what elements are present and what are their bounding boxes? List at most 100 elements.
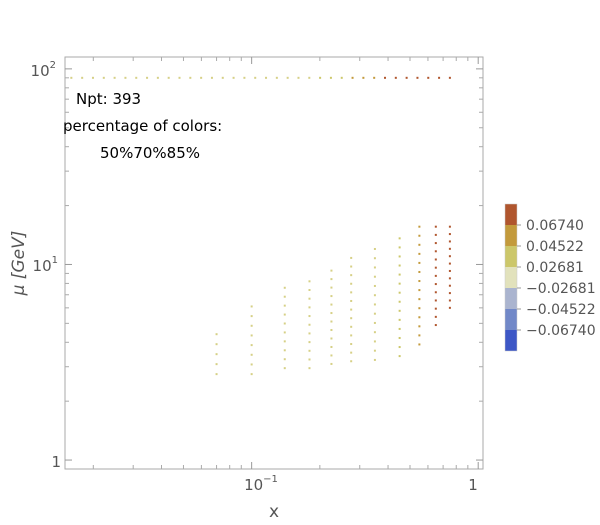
data-point <box>448 269 451 272</box>
data-point <box>350 334 353 337</box>
data-point <box>330 337 333 340</box>
y-tick-exponent: 2 <box>50 60 56 71</box>
data-point <box>373 76 376 79</box>
legend-swatch <box>505 246 517 267</box>
data-point <box>319 76 322 79</box>
data-point <box>330 278 333 281</box>
x-tick-base: 10 <box>244 476 263 494</box>
data-point <box>232 76 235 79</box>
legend-label: −0.04522 <box>526 302 596 318</box>
data-point <box>398 264 401 267</box>
y-tick-label-10: 101 <box>33 255 58 275</box>
data-point <box>434 250 437 253</box>
data-point <box>250 305 253 308</box>
data-point <box>398 327 401 330</box>
data-point <box>189 76 192 79</box>
data-point <box>373 266 376 269</box>
data-point <box>250 315 253 318</box>
data-point <box>308 289 311 292</box>
data-point <box>398 346 401 349</box>
data-point <box>434 225 437 228</box>
data-point <box>418 270 421 273</box>
data-point <box>398 355 401 358</box>
data-point <box>70 76 73 79</box>
x-tick-exponent: −1 <box>263 474 278 485</box>
data-point <box>250 373 253 376</box>
data-point <box>448 299 451 302</box>
data-point <box>297 76 300 79</box>
data-point <box>384 76 387 79</box>
data-point <box>250 363 253 366</box>
data-point <box>329 76 332 79</box>
data-point <box>448 225 451 228</box>
data-point <box>373 275 376 278</box>
data-point <box>398 291 401 294</box>
data-point <box>350 343 353 346</box>
data-points <box>70 76 451 376</box>
data-point <box>250 324 253 327</box>
data-point <box>308 306 311 309</box>
legend-label: −0.02681 <box>526 281 596 297</box>
data-point <box>215 373 218 376</box>
data-point <box>373 303 376 306</box>
data-point <box>283 286 286 289</box>
data-point <box>350 274 353 277</box>
data-point <box>215 353 218 356</box>
legend-swatch <box>505 309 517 330</box>
data-point <box>434 283 437 286</box>
percentage-values: 50%70%85% <box>100 144 200 162</box>
data-point <box>350 256 353 259</box>
data-point <box>448 292 451 295</box>
data-point <box>434 307 437 310</box>
data-point <box>398 309 401 312</box>
legend-label: −0.06740 <box>526 323 596 339</box>
data-point <box>418 243 421 246</box>
data-point <box>308 323 311 326</box>
data-point <box>243 76 246 79</box>
data-point <box>373 312 376 315</box>
data-point <box>113 76 116 79</box>
data-point <box>398 336 401 339</box>
data-point <box>340 76 343 79</box>
data-point <box>373 331 376 334</box>
data-point <box>418 289 421 292</box>
data-point <box>330 303 333 306</box>
data-point <box>330 312 333 315</box>
data-point <box>398 255 401 258</box>
y-tick-label-100: 102 <box>31 60 56 80</box>
data-point <box>210 76 213 79</box>
data-point <box>373 349 376 352</box>
data-point <box>434 242 437 245</box>
data-point <box>448 240 451 243</box>
data-point <box>250 353 253 356</box>
y-tick-base: 10 <box>33 257 52 275</box>
data-point <box>146 76 149 79</box>
data-point <box>434 274 437 277</box>
data-point <box>350 265 353 268</box>
data-point <box>373 257 376 260</box>
data-point <box>330 354 333 357</box>
data-point <box>200 76 203 79</box>
data-point <box>416 76 419 79</box>
data-point <box>373 247 376 250</box>
data-point <box>373 294 376 297</box>
data-point <box>373 340 376 343</box>
data-point <box>308 349 311 352</box>
data-point <box>330 286 333 289</box>
data-point <box>283 295 286 298</box>
data-point <box>308 367 311 370</box>
legend-label: 0.02681 <box>526 260 584 276</box>
data-point <box>308 358 311 361</box>
data-point <box>308 297 311 300</box>
data-point <box>330 269 333 272</box>
data-point <box>350 360 353 363</box>
data-point <box>373 358 376 361</box>
legend-swatch <box>505 288 517 309</box>
data-point <box>254 76 257 79</box>
data-point <box>418 334 421 337</box>
legend-swatch <box>505 267 517 288</box>
data-point <box>156 76 159 79</box>
data-point <box>418 325 421 328</box>
legend-frame <box>504 203 518 352</box>
data-point <box>308 341 311 344</box>
